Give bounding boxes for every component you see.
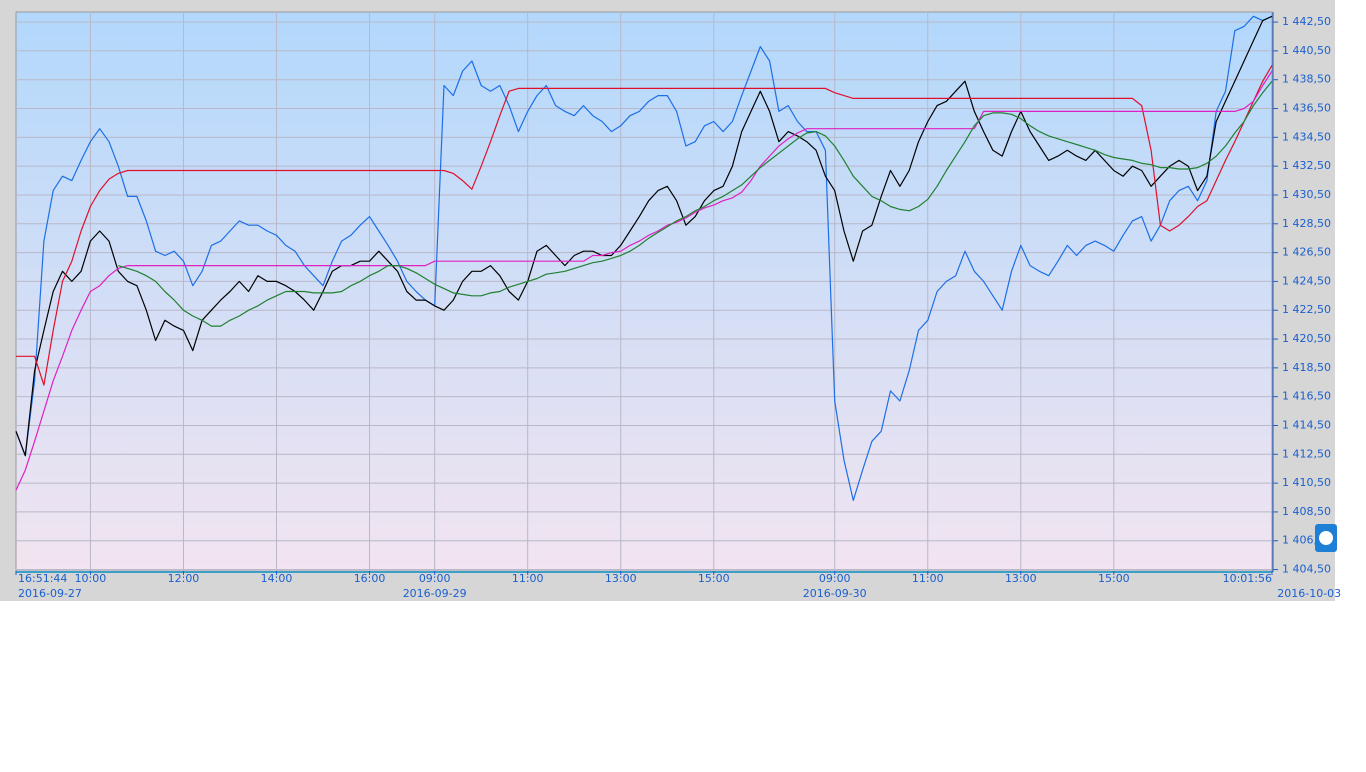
y-tick-label: 1 418,50 [1282, 361, 1331, 374]
y-tick-label: 1 404,50 [1282, 563, 1331, 576]
x-tick-label: 10:01:56 [1223, 572, 1272, 585]
x-tick-label: 16:00 [354, 572, 386, 585]
y-tick-label: 1 424,50 [1282, 274, 1331, 287]
y-tick-label: 1 408,50 [1282, 505, 1331, 518]
x-tick-label: 12:00 [168, 572, 200, 585]
y-tick-label: 1 430,50 [1282, 188, 1331, 201]
x-tick-label: 13:00 [1005, 572, 1037, 585]
x-date-label: 2016-09-29 [403, 587, 467, 600]
x-tick-label: 14:00 [261, 572, 293, 585]
y-tick-label: 1 416,50 [1282, 390, 1331, 403]
series-line [16, 64, 1273, 386]
x-tick-label: 13:00 [605, 572, 637, 585]
y-tick-label: 1 436,50 [1282, 102, 1331, 115]
y-tick-label: 1 434,50 [1282, 130, 1331, 143]
series-line [15, 15, 1273, 457]
y-tick-label: 1 438,50 [1282, 73, 1331, 86]
x-tick-label: 11:00 [912, 572, 944, 585]
y-tick-label: 1 432,50 [1282, 159, 1331, 172]
y-tick-label: 1 414,50 [1282, 418, 1331, 431]
x-tick-label: 15:00 [698, 572, 730, 585]
series-line [15, 70, 1273, 491]
plot-area [15, 11, 1273, 572]
y-tick-label: 1 422,50 [1282, 303, 1331, 316]
labels: 1 404,501 406,501 408,501 410,501 412,50… [15, 15, 1341, 600]
series-line [15, 15, 1273, 501]
x-date-label: 2016-09-27 [18, 587, 82, 600]
y-tick-label: 1 428,50 [1282, 217, 1331, 230]
x-tick-label: 15:00 [1098, 572, 1130, 585]
x-date-label: 2016-10-03 [1277, 587, 1341, 600]
grid [16, 12, 1272, 571]
y-tick-label: 1 426,50 [1282, 246, 1331, 259]
x-tick-label: 11:00 [512, 572, 544, 585]
y-tick-label: 1 412,50 [1282, 447, 1331, 460]
x-date-label: 2016-09-30 [803, 587, 867, 600]
remote-icon-circle [1319, 531, 1333, 545]
series-line [118, 80, 1273, 327]
x-tick-label: 09:00 [819, 572, 851, 585]
y-tick-label: 1 440,50 [1282, 44, 1331, 57]
y-tick-label: 1 410,50 [1282, 476, 1331, 489]
x-tick-label: 16:51:44 [18, 572, 67, 585]
lines [15, 15, 1273, 501]
x-tick-label: 10:00 [75, 572, 107, 585]
y-tick-label: 1 442,50 [1282, 15, 1331, 28]
y-tick-label: 1 420,50 [1282, 332, 1331, 345]
x-tick-label: 09:00 [419, 572, 451, 585]
